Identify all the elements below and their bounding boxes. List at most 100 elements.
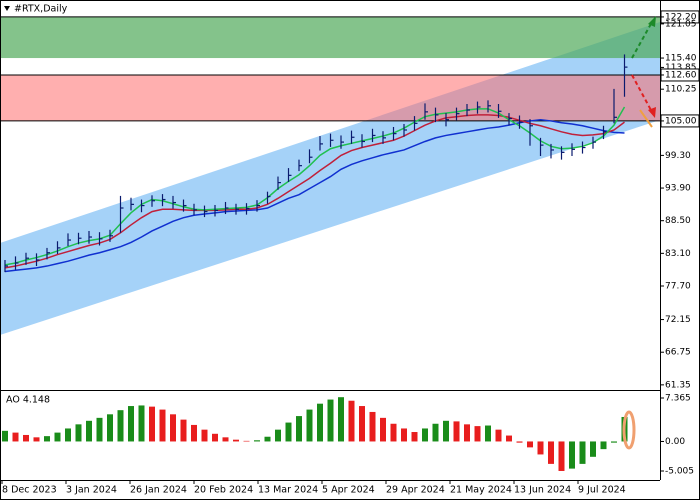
y-tick-label: 88.50	[665, 216, 691, 226]
ao-bar	[611, 441, 617, 443]
ao-bar	[233, 439, 239, 442]
ao-bar	[149, 406, 155, 442]
ao-bar	[506, 435, 512, 442]
ao-bar	[453, 421, 460, 442]
y-tick-label: 105.00	[665, 116, 697, 126]
ao-bar	[117, 410, 124, 442]
ao-bar	[579, 441, 586, 464]
y-tick-label: -5.005	[665, 466, 694, 476]
ao-bar	[369, 411, 376, 442]
up-arrow-head	[648, 16, 656, 27]
ao-bar	[23, 434, 29, 442]
ao-bar	[285, 422, 292, 442]
ao-bar	[338, 397, 344, 442]
y-tick-label: 83.10	[665, 249, 691, 259]
ao-bar	[159, 409, 166, 442]
x-tick-label: 13 Mar 2024	[258, 485, 318, 496]
indicator-label: AO 4.148	[6, 395, 50, 406]
ao-bar	[191, 424, 197, 442]
ao-bar	[548, 441, 554, 464]
ao-bar	[348, 400, 355, 442]
y-tick-label: 112.60	[665, 70, 697, 80]
y-tick-label: 0.00	[665, 437, 685, 447]
x-tick-label: 13 Jun 2024	[514, 485, 571, 496]
ao-bar	[527, 441, 533, 448]
moving-average	[4, 106, 626, 266]
zone	[0, 16, 660, 59]
ao-bar	[75, 424, 82, 442]
price-panel	[0, 16, 660, 335]
x-tick-label: 29 Apr 2024	[386, 485, 445, 496]
ao-bar	[558, 441, 565, 471]
ao-bar	[44, 436, 50, 442]
ao-bar	[86, 420, 92, 442]
y-tick-label: 66.75	[665, 348, 691, 358]
ao-bar	[327, 399, 334, 442]
y-tick-label: 113.85	[665, 63, 697, 73]
x-tick-label: 5 Apr 2024	[322, 485, 375, 496]
y-tick-label: 121.05	[665, 19, 697, 29]
ao-bar	[275, 429, 281, 442]
ao-bar	[296, 416, 302, 442]
ao-bar	[590, 441, 596, 457]
ao-bar	[12, 432, 19, 442]
ao-bar	[495, 429, 502, 442]
ao-bar	[180, 419, 187, 442]
ao-bar	[390, 423, 397, 442]
x-tick-label: 9 Jul 2024	[578, 485, 626, 496]
y-tick-label: 72.15	[665, 315, 691, 325]
ao-bar	[201, 429, 208, 442]
down-arrow	[631, 74, 653, 113]
ao-bar	[474, 426, 481, 442]
x-tick-label: 26 Jan 2024	[130, 485, 187, 496]
ao-bar	[422, 428, 428, 442]
y-tick-label: 122.20	[665, 12, 697, 22]
ao-bar	[2, 430, 8, 442]
path-arrow	[639, 109, 653, 128]
ao-bar	[432, 423, 439, 442]
ao-bar	[96, 417, 103, 442]
x-tick-label: 20 Feb 2024	[194, 485, 253, 496]
y-tick-label: 93.90	[665, 184, 691, 194]
ao-bar	[569, 441, 575, 469]
chart-title: #RTX,Daily	[14, 4, 68, 15]
ao-bar	[401, 428, 407, 442]
x-tick-label: 21 May 2024	[450, 485, 512, 496]
moving-average	[4, 114, 625, 269]
ao-bar	[443, 420, 449, 442]
ao-bar	[138, 405, 145, 442]
y-tick-label: 77.70	[665, 282, 691, 292]
y-tick-label: 99.30	[665, 151, 691, 161]
ao-bar	[33, 437, 40, 442]
ao-bar	[537, 441, 544, 455]
ao-bar	[359, 406, 365, 442]
ao-bar	[306, 409, 313, 442]
ao-bar	[254, 440, 260, 442]
ao-bar	[128, 406, 134, 442]
y-tick-label: 110.25	[665, 85, 697, 95]
y-tick-label: 7.365	[665, 393, 691, 403]
ao-bar	[243, 440, 250, 442]
ao-bar	[212, 433, 218, 442]
ao-highlight	[622, 410, 636, 450]
down-arrow-head	[648, 107, 656, 118]
ao-bar	[464, 424, 470, 442]
ao-bar	[485, 425, 491, 442]
ao-bar	[65, 428, 71, 442]
y-tick-label: 115.40	[665, 54, 697, 64]
ao-bar	[222, 437, 229, 442]
y-tick-label: 61.35	[665, 380, 691, 390]
ao-bar	[516, 441, 523, 443]
ao-bar	[264, 436, 271, 442]
x-tick-label: 3 Jan 2024	[66, 485, 117, 496]
annotations	[622, 16, 656, 450]
ao-bar	[107, 414, 113, 442]
ao-bar	[317, 403, 323, 442]
ao-bar	[380, 417, 386, 442]
ao-bar	[54, 432, 61, 442]
ao-bar	[170, 414, 176, 442]
ao-bar	[600, 441, 607, 450]
ao-bar	[411, 432, 418, 442]
zone	[0, 74, 660, 121]
